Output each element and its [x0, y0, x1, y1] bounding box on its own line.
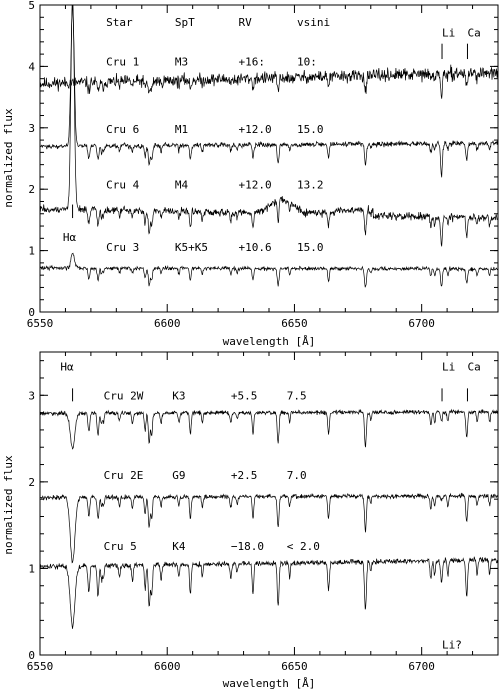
bottom-row-rv: −18.0: [231, 540, 264, 553]
top-row-rv: +12.0: [238, 178, 271, 191]
top-row-spt: M3: [175, 55, 188, 68]
bottom-xlabel: wavelength [Å]: [223, 677, 316, 690]
top-ytick-label: 2: [28, 183, 35, 196]
top-line-id-label: Hα: [63, 231, 77, 244]
top-row-vsini: 10:: [297, 55, 317, 68]
bottom-xtick-label: 6700: [408, 660, 435, 673]
top-column-header: SpT: [175, 16, 195, 29]
top-ytick-label: 1: [28, 245, 35, 258]
top-row-vsini: 15.0: [297, 241, 324, 254]
top-ytick-label: 0: [28, 306, 35, 319]
top-spectrum-line: [39, 64, 498, 99]
top-row-star: Cru 1: [106, 55, 139, 68]
top-plot-frame: [39, 4, 499, 313]
top-ytick-label: 3: [28, 122, 35, 135]
top-ylabel: normalized flux: [2, 108, 15, 208]
bottom-row-vsini: 7.0: [287, 469, 307, 482]
top-ytick-label: 4: [28, 60, 35, 73]
bottom-ticks: 6550 6600 6650 6700 0 1 2 3: [27, 352, 499, 673]
top-xlabel: wavelength [Å]: [223, 335, 316, 348]
top-annotations: Cru 1 M3 +16: 10: Cru 6 M1 +12.0 15.0 Cru 4 M4 +12…: [63, 16, 481, 254]
top-ticks: 6550 6600 6650 6700 0 1 2 3 4 5: [27, 0, 499, 330]
bottom-row-rv: +2.5: [231, 469, 257, 482]
top-row-vsini: 15.0: [297, 123, 324, 136]
top-row-rv: +12.0: [238, 123, 271, 136]
bottom-line-id-label: Li?: [442, 639, 462, 652]
top-row-star: Cru 6: [106, 123, 139, 136]
bottom-row-rv: +5.5: [231, 389, 257, 402]
top-column-header: Star: [106, 16, 133, 29]
bottom-row-spt: G9: [172, 469, 185, 482]
top-row-star: Cru 3: [106, 241, 139, 254]
top-row-spt: M4: [175, 178, 189, 191]
top-xtick-label: 6600: [154, 317, 181, 330]
top-spectra: [39, 4, 498, 288]
top-spectrum-line: [39, 4, 498, 178]
bottom-ylabel: normalized flux: [2, 455, 15, 555]
top-spectrum-line: [39, 4, 498, 247]
bottom-ytick-label: 3: [28, 389, 35, 402]
top-line-id-label: Li: [442, 27, 455, 40]
bottom-xtick-label: 6600: [154, 660, 181, 673]
top-row-rv: +10.6: [238, 241, 271, 254]
top-xtick-label: 6550: [27, 317, 54, 330]
top-spectrum-line: [39, 252, 498, 288]
bottom-row-spt: K4: [172, 540, 186, 553]
bottom-line-id-label: Hα: [60, 361, 74, 374]
top-row-star: Cru 4: [106, 178, 139, 191]
bottom-spectrum-line: [39, 408, 498, 450]
bottom-row-star: Cru 2E: [104, 469, 144, 482]
top-row-spt: M1: [175, 123, 188, 136]
bottom-line-id-label: Li: [442, 361, 455, 374]
bottom-spectrum-line: [39, 556, 498, 629]
top-xtick-label: 6700: [408, 317, 435, 330]
bottom-ytick-label: 0: [28, 649, 35, 662]
bottom-row-star: Cru 5: [104, 540, 137, 553]
bottom-row-vsini: < 2.0: [287, 540, 320, 553]
top-xtick-label: 6650: [281, 317, 308, 330]
bottom-line-id-label: Ca: [467, 361, 480, 374]
bottom-ytick-label: 2: [28, 476, 35, 489]
top-ytick-label: 5: [28, 0, 35, 12]
top-row-spt: K5+K5: [175, 241, 208, 254]
top-row-vsini: 13.2: [297, 178, 324, 191]
top-line-id-label: Ca: [467, 27, 480, 40]
top-row-rv: +16:: [238, 55, 265, 68]
bottom-row-spt: K3: [172, 389, 185, 402]
bottom-row-star: Cru 2W: [104, 389, 144, 402]
top-column-header: vsini: [297, 16, 330, 29]
bottom-xtick-label: 6650: [281, 660, 308, 673]
bottom-spectrum-line: [39, 492, 498, 564]
bottom-ytick-label: 1: [28, 562, 35, 575]
bottom-xtick-label: 6550: [27, 660, 54, 673]
bottom-annotations: Cru 2W K3 +5.5 7.5 Cru 2E G9 +2.5 7.0 Cru 5 K4 −18…: [60, 361, 480, 652]
top-column-header: RV: [238, 16, 252, 29]
bottom-row-vsini: 7.5: [287, 389, 307, 402]
bottom-spectra: [39, 408, 498, 629]
